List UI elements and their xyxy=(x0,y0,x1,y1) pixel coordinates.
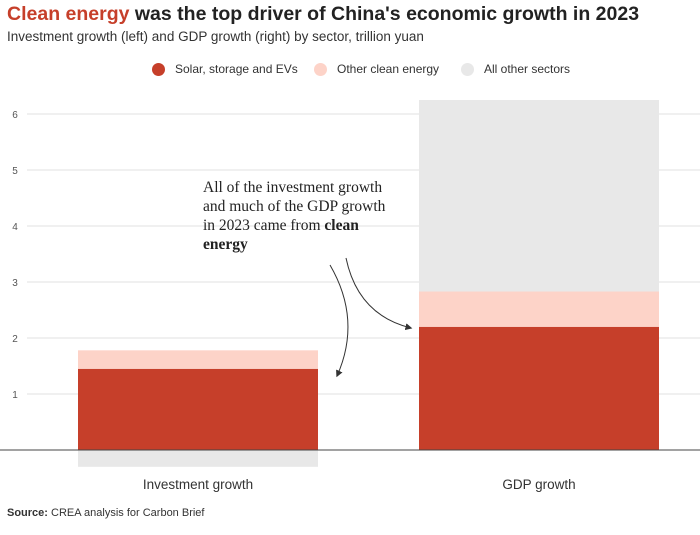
bar-solar-gdp xyxy=(419,326,659,450)
legend: Solar, storage and EVs Other clean energ… xyxy=(0,62,700,80)
legend-label-solar: Solar, storage and EVs xyxy=(175,62,298,76)
legend-item-other-clean: Other clean energy xyxy=(314,62,439,76)
y-tick-label: 5 xyxy=(12,166,18,177)
legend-swatch-other-clean xyxy=(314,62,327,76)
chart-subtitle: Investment growth (left) and GDP growth … xyxy=(7,29,424,44)
bar-solar-investment xyxy=(78,368,318,450)
annotation-body: All of the investment growth and much of… xyxy=(203,179,386,234)
bar-other-clean-investment xyxy=(78,350,318,369)
bar-other-clean-gdp xyxy=(419,291,659,327)
bar-other-sectors-gdp xyxy=(419,100,659,292)
source-label: Source: xyxy=(7,507,48,519)
x-category-label: GDP growth xyxy=(502,477,575,492)
y-tick-label: 4 xyxy=(12,222,18,233)
legend-label-other-clean: Other clean energy xyxy=(337,62,440,76)
legend-item-other-sectors: All other sectors xyxy=(461,62,570,76)
title-highlight: Clean energy xyxy=(7,3,130,25)
legend-swatch-other-sectors xyxy=(461,62,474,76)
y-tick-label: 3 xyxy=(12,278,18,289)
chart-title: Clean energy was the top driver of China… xyxy=(7,3,639,26)
bar-other-sectors-investment xyxy=(78,450,318,467)
y-tick-label: 2 xyxy=(12,334,18,345)
annotation-arrow-left xyxy=(329,264,349,378)
x-category-label: Investment growth xyxy=(143,477,253,492)
source-note: Source: CREA analysis for Carbon Brief xyxy=(7,507,204,519)
annotation-bold: clean energy xyxy=(203,217,359,253)
legend-label-other-sectors: All other sectors xyxy=(484,62,571,76)
legend-item-solar: Solar, storage and EVs xyxy=(152,62,298,76)
legend-swatch-solar xyxy=(152,62,165,76)
source-text: CREA analysis for Carbon Brief xyxy=(47,507,205,519)
annotation-arrow-right xyxy=(345,257,413,331)
y-tick-label: 6 xyxy=(12,110,18,121)
annotation-text: All of the investment growth and much of… xyxy=(203,178,398,254)
y-tick-label: 1 xyxy=(12,390,18,401)
title-rest: was the top driver of China's economic g… xyxy=(129,3,640,25)
